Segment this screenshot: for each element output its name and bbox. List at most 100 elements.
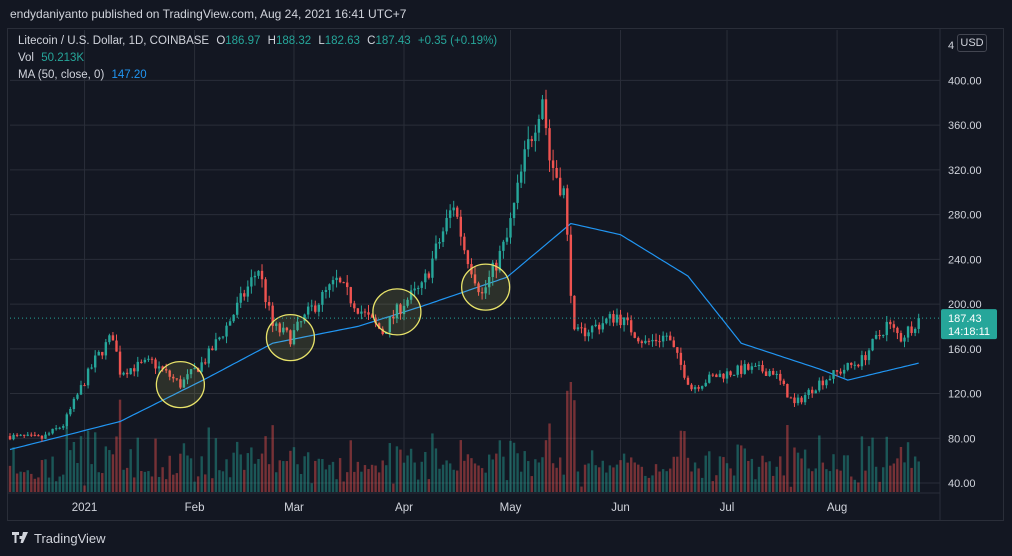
candle-body xyxy=(33,434,37,436)
volume-bar xyxy=(12,447,15,492)
volume-bar xyxy=(331,461,335,492)
volume-bar xyxy=(704,455,707,492)
volume-bar xyxy=(296,464,299,492)
volume-bar xyxy=(282,461,285,492)
volume-bar xyxy=(299,474,303,492)
volume-bar xyxy=(275,472,278,492)
volume-bar xyxy=(147,471,150,492)
volume-bar xyxy=(555,467,558,492)
volume-bar xyxy=(342,481,345,492)
volume-bar xyxy=(289,450,292,492)
volume-bar xyxy=(842,455,846,492)
candle-body xyxy=(395,304,399,319)
candle-body xyxy=(498,250,502,271)
volume-bar xyxy=(218,470,221,492)
volume-bar xyxy=(796,452,800,492)
volume-bar xyxy=(637,464,640,492)
ma-label: MA (50, close, 0) xyxy=(18,69,105,81)
candle-body xyxy=(708,374,711,383)
candle-body xyxy=(534,132,537,142)
volume-bar xyxy=(725,463,729,492)
volume-bar xyxy=(505,480,509,492)
candle-body xyxy=(282,327,285,333)
candle-body xyxy=(154,359,157,369)
volume-bar xyxy=(377,472,381,492)
volume-bar xyxy=(850,476,853,492)
candle-body xyxy=(108,335,111,343)
volume-bar xyxy=(846,455,849,492)
volume-bar xyxy=(292,447,296,492)
volume-bar xyxy=(385,465,388,492)
symbol-legend[interactable]: Litecoin / U.S. Dollar, 1D, COINBASE O18… xyxy=(18,35,501,47)
volume-bar xyxy=(157,476,161,492)
volume-bar xyxy=(189,458,193,492)
candle-body xyxy=(434,243,438,259)
candle-body xyxy=(303,314,306,322)
volume-bar xyxy=(693,462,697,492)
volume-bar xyxy=(285,461,289,492)
volume-bar xyxy=(750,458,754,492)
candle-body xyxy=(147,358,150,360)
volume-bar xyxy=(374,465,377,492)
publish-header: endydaniyanto published on TradingView.c… xyxy=(10,7,407,21)
high-value: 188.32 xyxy=(275,35,312,47)
volume-bar xyxy=(338,458,342,492)
volume-bar xyxy=(417,479,420,492)
volume-bar xyxy=(76,463,79,492)
candle-body xyxy=(377,323,381,329)
candle-body xyxy=(807,389,810,396)
currency-button[interactable]: USD xyxy=(957,34,987,52)
price-tick-label: 400.00 xyxy=(948,75,982,87)
volume-bar xyxy=(448,463,452,492)
volume-bar xyxy=(62,474,65,492)
candle-body xyxy=(90,367,93,369)
candle-body xyxy=(79,385,83,395)
volume-bar xyxy=(101,473,104,492)
last-price-value: 187.43 xyxy=(948,313,982,325)
tradingview-brand[interactable]: TradingView xyxy=(34,531,106,546)
candle-body xyxy=(136,361,139,372)
candle-body xyxy=(296,321,299,331)
candle-body xyxy=(204,362,207,364)
candle-body xyxy=(516,182,519,203)
volume-bar xyxy=(867,446,871,492)
volume-bar xyxy=(811,471,814,492)
candle-body xyxy=(878,335,881,337)
volume-bar xyxy=(573,400,576,492)
volume-bar xyxy=(370,464,374,492)
volume-bar xyxy=(839,470,842,492)
volume-bar xyxy=(583,464,587,492)
volume-bar xyxy=(743,448,746,492)
candle-body xyxy=(228,321,232,326)
highlight-circle xyxy=(265,313,316,362)
candle-body xyxy=(456,207,459,217)
candle-body xyxy=(857,364,860,367)
volume-bar xyxy=(86,430,90,492)
volume-bar xyxy=(899,446,903,492)
candle-body xyxy=(353,303,356,309)
candle-body xyxy=(275,323,278,326)
volume-bar xyxy=(818,435,821,492)
volume-legend[interactable]: Vol 50.213K xyxy=(18,52,88,64)
volume-bar xyxy=(427,479,431,492)
candle-body xyxy=(363,311,367,313)
candle-body xyxy=(101,351,104,356)
candle-body xyxy=(115,340,118,352)
volume-bar xyxy=(509,440,512,492)
volume-bar xyxy=(828,471,832,492)
candle-body xyxy=(580,327,583,329)
candle-body xyxy=(367,312,370,315)
time-tick-label: May xyxy=(500,502,522,514)
candle-body xyxy=(615,314,619,323)
volume-bar xyxy=(278,460,281,492)
candle-body xyxy=(732,374,736,376)
volume-bar xyxy=(420,461,423,492)
volume-bar xyxy=(47,477,51,492)
candle-body xyxy=(459,216,463,237)
volume-bar xyxy=(566,390,569,492)
candle-body xyxy=(93,355,97,368)
ma-legend[interactable]: MA (50, close, 0) 147.20 xyxy=(18,69,151,81)
volume-bar xyxy=(793,447,796,492)
volume-bar xyxy=(917,461,920,492)
